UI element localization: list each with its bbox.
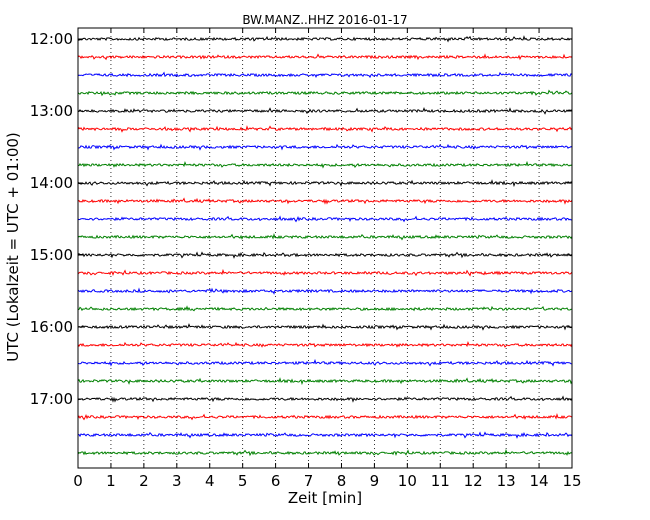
trace-1500 [77,251,573,259]
trace-1415 [77,197,573,205]
x-tick-label: 4 [205,472,215,490]
x-axis-label: Zeit [min] [288,489,362,507]
seismic-traces [77,35,573,457]
x-tick-label: 6 [271,472,281,490]
y-tick-label: 12:00 [30,30,73,48]
trace-1330 [77,143,573,151]
y-tick-label: 14:00 [30,174,73,192]
x-tick-label: 2 [139,472,149,490]
x-tick-label: 9 [370,472,380,490]
trace-1215 [77,53,573,61]
trace-1345 [77,160,573,169]
trace-1515 [77,268,573,277]
x-tick-label: 8 [337,472,347,490]
trace-1430 [77,215,573,223]
trace-1230 [77,71,573,79]
trace-1200 [77,35,573,43]
trace-1530 [77,287,573,295]
trace-1600 [77,323,573,331]
trace-1630 [77,358,573,367]
y-tick-label: 15:00 [30,246,73,264]
x-tick-label: 0 [73,472,83,490]
trace-1645 [77,377,573,386]
x-tick-label: 10 [398,472,417,490]
x-tick-label: 1 [106,472,116,490]
trace-1700 [77,395,573,403]
y-tick-label: 17:00 [30,390,73,408]
y-axis-ticks: 12:00 13:00 14:00 15:00 16:00 17:00 [30,30,572,408]
y-tick-label: 16:00 [30,318,73,336]
trace-1715 [77,412,573,421]
x-tick-label: 12 [464,472,483,490]
trace-1400 [77,179,573,188]
plot-frame [77,27,573,469]
grid-lines [110,28,540,468]
x-axis-ticks: 0 1 2 3 4 5 6 7 8 9 10 11 12 13 14 15 [73,28,582,490]
x-tick-label: 3 [172,472,182,490]
trace-1615 [77,340,573,348]
trace-1445 [77,232,573,241]
trace-1315 [77,125,573,133]
trace-1730 [77,431,573,439]
trace-1245 [77,89,573,97]
x-tick-label: 7 [304,472,314,490]
trace-1745 [77,448,573,457]
trace-1545 [77,305,573,312]
x-tick-label: 14 [530,472,549,490]
x-tick-label: 11 [431,472,450,490]
chart-title: BW.MANZ..HHZ 2016-01-17 [242,13,407,27]
x-tick-label: 15 [562,472,581,490]
y-axis-label: UTC (Lokalzeit = UTC + 01:00) [4,132,22,362]
x-tick-label: 13 [497,472,516,490]
trace-1300 [77,107,573,115]
x-tick-label: 5 [238,472,248,490]
y-tick-label: 13:00 [30,102,73,120]
